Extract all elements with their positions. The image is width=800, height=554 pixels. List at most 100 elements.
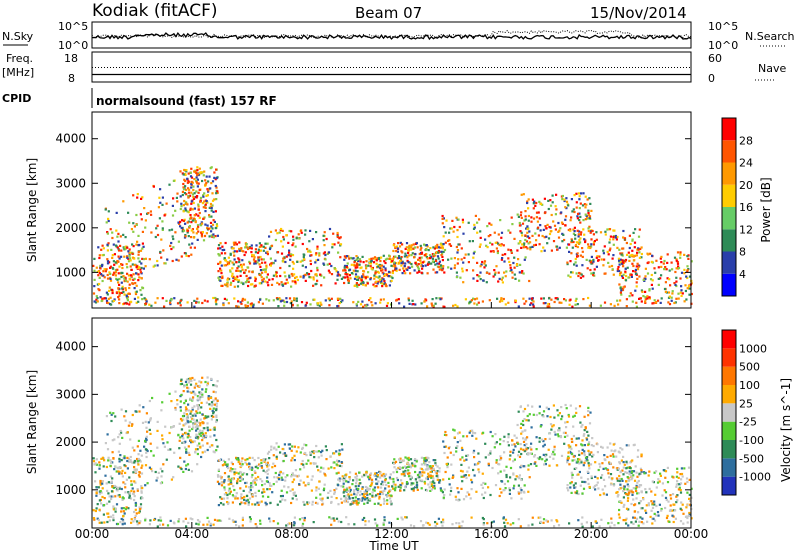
power-cell [526,201,529,205]
power-cell [116,268,119,271]
power-cell [198,188,201,191]
power-cell [550,249,553,252]
power-cell [686,255,689,258]
velocity-cell [356,491,359,494]
power-cell [124,287,127,290]
velocity-cell [494,484,498,487]
power-cell [190,236,193,239]
power-cell [196,227,199,230]
power-cell [472,269,475,272]
velocity-cell [377,486,380,489]
velocity-cell [656,511,660,514]
velocity-cell [648,470,651,473]
power-cell [295,275,298,279]
power-cell [190,183,193,186]
power-cell [318,304,321,307]
power-cell [208,215,211,218]
power-cell [285,255,288,258]
power-cell [208,206,211,209]
velocity-cell [343,500,346,503]
velocity-cell [206,523,209,526]
power-cell [296,304,299,307]
power-cell [254,277,257,280]
power-cell [246,266,249,269]
power-cell [306,272,309,275]
power-cell [447,258,450,261]
velocity-cell [481,493,484,496]
power-cell [421,265,424,268]
velocity-cell [294,494,297,497]
velocity-cell [160,409,163,412]
power-cell [513,273,516,276]
power-cell [557,230,560,233]
velocity-cell [448,483,451,486]
power-cell [609,303,612,306]
velocity-cell [594,520,597,523]
velocity-cell [267,495,270,498]
velocity-cell [487,486,490,489]
power-cell [109,228,112,231]
velocity-cell [571,459,574,462]
power-cell [579,272,582,275]
power-cell [476,279,479,282]
velocity-cell [425,477,428,480]
power-cell [125,263,128,266]
power-cell [495,265,498,268]
velocity-cell [519,405,522,408]
velocity-cell [134,481,137,484]
velocity-cell [315,489,318,492]
power-cell [629,273,632,276]
power-cell [249,283,253,286]
power-cell [574,257,577,261]
power-cell [195,232,198,235]
velocity-cell [248,463,251,466]
velocity-cell [305,454,308,457]
velocity-cell [206,384,209,387]
power-cell [210,182,213,185]
velocity-cell [686,480,689,484]
power-cell [217,270,220,273]
power-cell [686,276,689,280]
power-cell [259,269,263,272]
velocity-cell [148,399,151,403]
power-cell [590,230,593,233]
velocity-cell [201,376,204,379]
power-cell [140,266,143,270]
velocity-cell [522,440,526,443]
power-cell [582,298,585,301]
power-cell [353,277,357,280]
power-cell [275,275,278,278]
velocity-cell [330,466,333,469]
power-cell [132,282,135,285]
power-cell [654,271,657,274]
velocity-cell [97,518,100,522]
velocity-cell [228,487,231,490]
power-cell [197,230,200,233]
power-cell [254,260,257,263]
velocity-cell [420,467,423,471]
velocity-cell [144,439,147,442]
power-cell [345,266,348,269]
power-cell [476,303,479,306]
power-cell [569,275,572,279]
velocity-cell [688,497,691,500]
power-cell [570,271,573,274]
velocity-cell [578,462,581,465]
power-cell [683,268,686,271]
velocity-cell [138,410,141,413]
power-cell [537,211,540,214]
velocity-cell [578,470,581,474]
power-cell [539,224,542,227]
velocity-cell [365,489,368,492]
power-cell [181,230,184,233]
velocity-cell [407,456,410,459]
velocity-cell [256,467,259,470]
power-cell [624,260,627,263]
power-cell [575,241,578,244]
velocity-cell [294,469,297,472]
velocity-cell [544,438,547,441]
velocity-cell [114,495,117,498]
velocity-cell [323,483,326,486]
power-cell [196,182,199,185]
power-cell [360,276,363,279]
